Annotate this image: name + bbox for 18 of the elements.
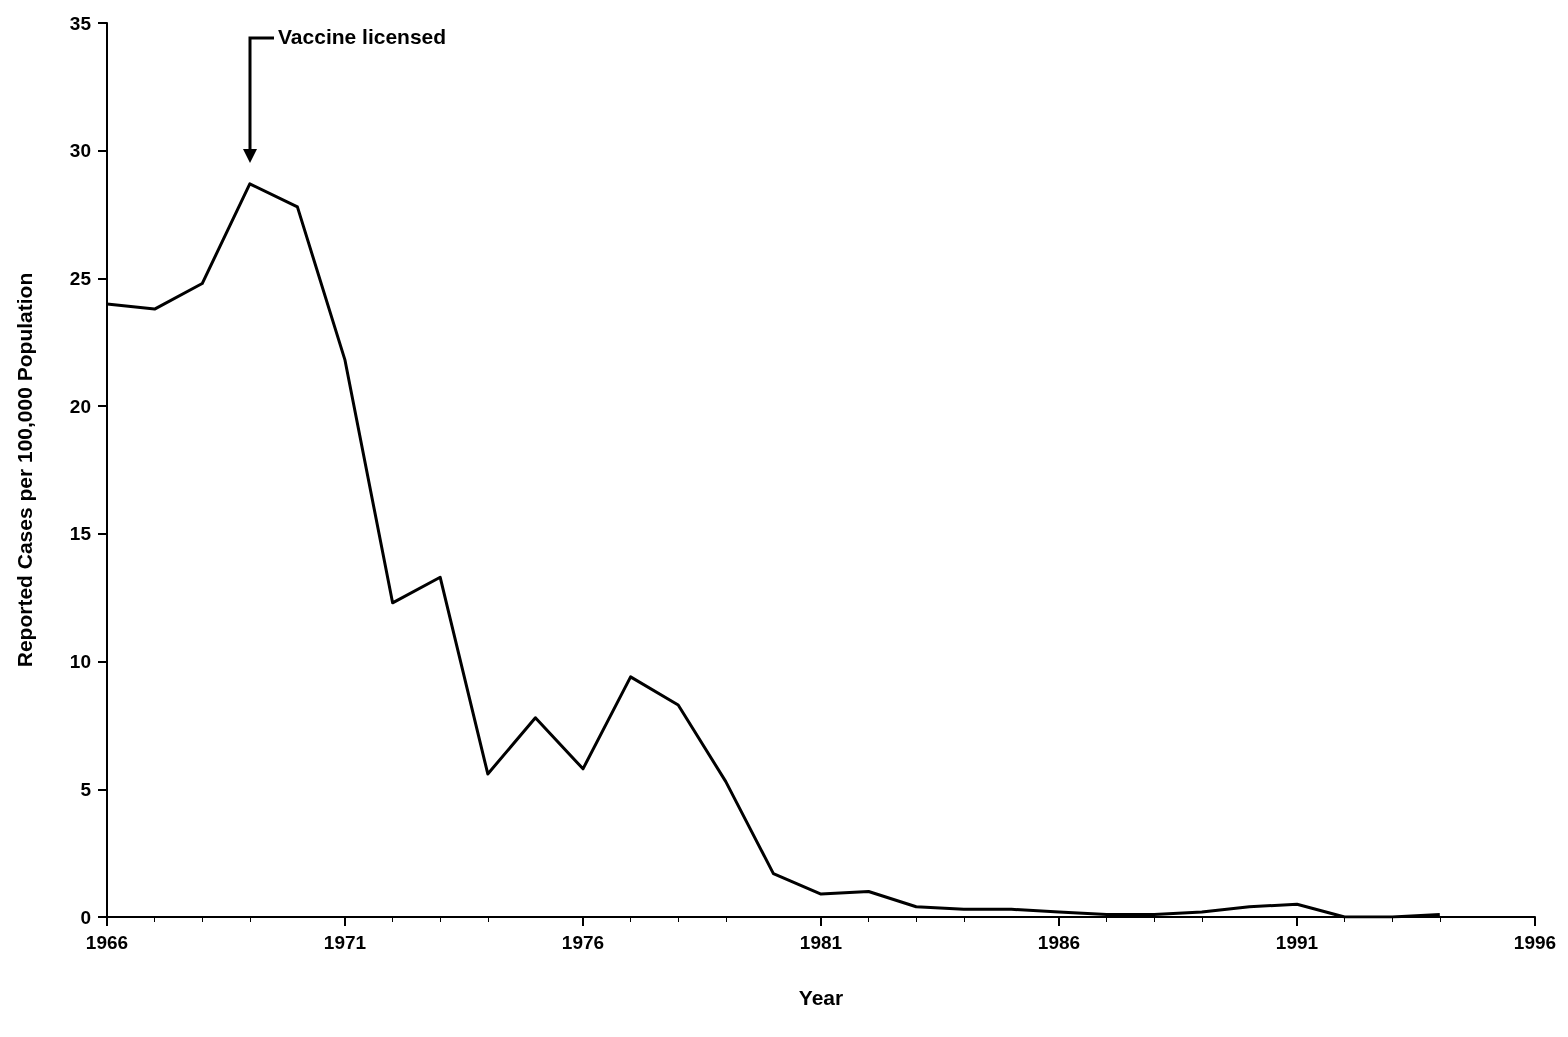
- y-tick-label: 20: [69, 395, 91, 417]
- x-axis-title: Year: [798, 986, 844, 1009]
- y-tick-label: 15: [69, 523, 92, 545]
- x-tick-label: 1986: [1037, 932, 1081, 953]
- x-tick-label: 1981: [799, 932, 843, 953]
- x-tick-label: 1976: [561, 932, 605, 953]
- y-tick-label: 30: [69, 140, 91, 162]
- y-tick-label: 35: [69, 12, 92, 34]
- x-tick-label: 1966: [85, 932, 129, 953]
- annotation: Vaccine licensed: [278, 25, 447, 49]
- x-tick-label: 1971: [323, 932, 367, 953]
- y-tick-label: 0: [80, 906, 91, 928]
- y-axis-title: Reported Cases per 100,000 Population: [13, 272, 36, 668]
- y-tick-label: 5: [80, 778, 92, 800]
- y-tick-label: 25: [69, 267, 92, 289]
- x-tick-label: 1991: [1275, 932, 1319, 953]
- x-tick-label: 1996: [1513, 932, 1557, 953]
- y-tick-label: 10: [69, 651, 91, 673]
